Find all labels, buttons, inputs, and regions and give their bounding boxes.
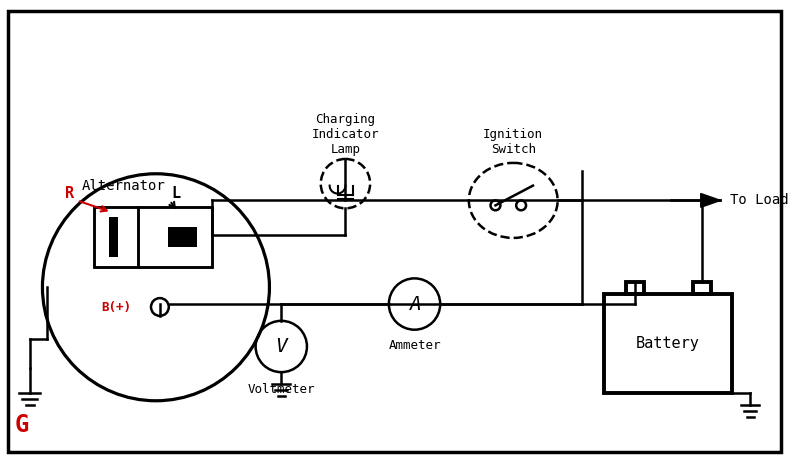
Bar (693, 282, 710, 294)
Text: A: A (409, 294, 421, 313)
Bar (138, 207, 212, 267)
Text: Switch: Switch (490, 143, 536, 156)
Bar (168, 227, 198, 247)
Bar (626, 282, 643, 294)
Bar (109, 217, 118, 257)
Bar (94, 207, 212, 267)
Text: Indicator: Indicator (312, 128, 379, 141)
Text: Ammeter: Ammeter (388, 338, 441, 351)
Text: V: V (275, 337, 287, 356)
Text: To Load: To Load (730, 194, 789, 207)
Text: L: L (171, 186, 180, 201)
Text: Lamp: Lamp (330, 143, 361, 156)
Text: Charging: Charging (315, 113, 375, 126)
Text: Battery: Battery (636, 336, 700, 351)
Bar (94, 207, 138, 267)
Polygon shape (701, 194, 721, 207)
Text: Ignition: Ignition (483, 128, 543, 141)
Text: B(+): B(+) (102, 300, 131, 313)
Text: G: G (14, 413, 29, 438)
Text: Voltmeter: Voltmeter (247, 383, 315, 396)
Bar (604, 294, 732, 393)
Text: Alternator: Alternator (82, 179, 166, 193)
Text: R: R (65, 186, 74, 201)
